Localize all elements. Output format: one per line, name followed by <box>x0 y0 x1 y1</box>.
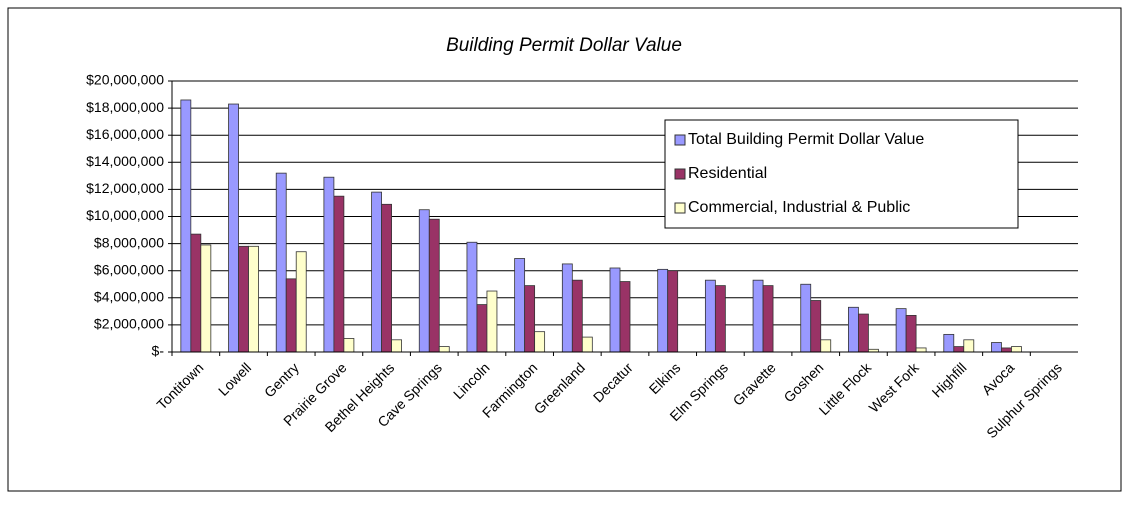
bar <box>418 209 430 353</box>
bar <box>1011 346 1022 353</box>
bar <box>581 336 593 353</box>
bar <box>391 339 402 353</box>
bar <box>285 278 297 353</box>
bar <box>714 285 726 353</box>
bar <box>991 342 1002 353</box>
bar <box>248 245 259 353</box>
legend-label: Total Building Permit Dollar Value <box>688 131 924 148</box>
y-tick-label: $12,000,000 <box>86 180 164 196</box>
bar <box>228 103 239 353</box>
bar <box>820 339 832 353</box>
y-tick-label: $18,000,000 <box>86 99 164 115</box>
bar <box>657 268 669 353</box>
bar <box>381 203 392 353</box>
y-tick-label: $10,000,000 <box>86 207 164 223</box>
bar <box>428 218 440 353</box>
bar <box>848 306 859 353</box>
bar <box>704 279 716 353</box>
bar <box>238 245 249 353</box>
bar <box>953 346 965 353</box>
legend-swatch <box>674 168 686 180</box>
legend-label: Commercial, Industrial & Public <box>688 199 910 216</box>
bar <box>514 258 526 353</box>
bar <box>943 333 955 353</box>
chart-border <box>7 7 1122 492</box>
bar <box>200 244 212 353</box>
bar <box>524 285 536 353</box>
bar <box>486 290 498 353</box>
bar <box>476 304 488 353</box>
bar <box>905 315 917 353</box>
y-tick-label: $4,000,000 <box>94 289 164 305</box>
y-tick-label: $16,000,000 <box>86 126 164 142</box>
y-tick-label: $20,000,000 <box>86 72 164 88</box>
bar <box>800 283 812 353</box>
bar <box>895 308 907 353</box>
bar <box>323 176 335 353</box>
y-tick-label: $14,000,000 <box>86 153 164 169</box>
bar <box>858 313 869 353</box>
legend-swatch <box>674 134 686 146</box>
bar <box>915 347 927 353</box>
y-tick-label: $6,000,000 <box>94 261 164 277</box>
bar <box>275 172 287 353</box>
legend-swatch <box>674 202 686 214</box>
bar <box>1001 347 1012 353</box>
y-tick-label: $2,000,000 <box>94 316 164 332</box>
bar <box>619 281 631 353</box>
legend-box <box>664 119 1019 229</box>
y-tick-label: $- <box>152 343 165 359</box>
y-tick-label: $8,000,000 <box>94 234 164 250</box>
bar <box>371 191 382 353</box>
bar <box>609 267 621 353</box>
bar <box>667 270 679 353</box>
bar <box>561 263 573 353</box>
bar <box>963 339 975 353</box>
bar <box>343 338 355 353</box>
bar <box>333 195 345 353</box>
bar <box>534 331 546 353</box>
bar <box>438 346 450 353</box>
bar <box>466 241 478 353</box>
bar <box>810 300 822 353</box>
chart-title: Building Permit Dollar Value <box>446 35 682 56</box>
legend-label: Residential <box>688 165 767 182</box>
bar <box>762 285 774 353</box>
bar <box>571 279 583 353</box>
bar <box>295 251 307 353</box>
bar <box>180 99 192 353</box>
bar <box>190 233 202 353</box>
bar <box>752 279 764 353</box>
